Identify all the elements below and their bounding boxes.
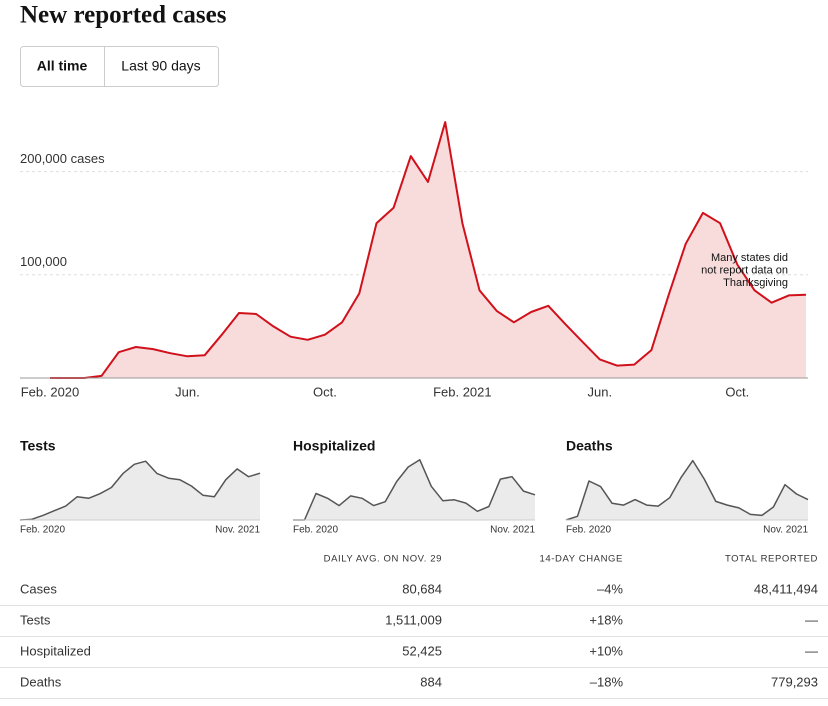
x-tick-label: Feb. 2021 [433,384,492,399]
x-tick-label: Feb. 2020 [20,525,65,536]
row-label: Tests [20,612,51,627]
chart-title: Tests [20,438,56,454]
table-header: 14-DAY CHANGE [540,554,623,565]
chart-title: Deaths [566,438,613,454]
area [293,459,535,520]
x-tick-label: Feb. 2020 [566,525,611,536]
tab-all-time[interactable]: All time [37,58,88,74]
annotation: Many states did [711,252,788,264]
row-label: Deaths [20,674,62,689]
y-tick-label: 200,000 cases [20,151,105,166]
x-tick-label: Jun. [588,384,613,399]
x-tick-label: Nov. 2021 [490,525,535,536]
table-cell: 1,511,009 [385,612,442,627]
x-tick-label: Jun. [175,384,200,399]
x-tick-label: Nov. 2021 [215,525,260,536]
table-cell: 48,411,494 [754,581,818,596]
chart-title: Hospitalized [293,438,375,454]
x-tick-label: Feb. 2020 [21,384,80,399]
area [566,460,808,520]
x-tick-label: Oct. [313,384,337,399]
table-header: DAILY AVG. ON NOV. 29 [324,554,442,565]
area [20,461,260,520]
annotation: Thanksgiving [723,277,788,289]
table-cell: — [805,612,818,627]
row-label: Hospitalized [20,643,91,658]
table-cell: 779,293 [771,674,818,689]
table-cell: –18% [590,674,624,689]
line [19,460,261,521]
area [50,122,806,378]
page-title: New reported cases [20,2,227,29]
x-tick-label: Nov. 2021 [763,525,808,536]
table-cell: 52,425 [402,643,442,658]
table-cell: 884 [420,674,442,689]
table-cell: +10% [589,643,623,658]
line [50,121,807,379]
x-tick-label: Feb. 2020 [293,525,338,536]
x-tick-label: Oct. [725,384,749,399]
y-tick-label: 100,000 [20,254,67,269]
tab-last-90-days[interactable]: Last 90 days [121,58,200,74]
table-cell: — [805,643,818,658]
row-label: Cases [20,581,57,596]
line [293,459,536,521]
annotation: not report data on [701,264,788,276]
line [565,459,809,521]
table-cell: +18% [589,612,623,627]
table-cell: 80,684 [402,581,442,596]
table-cell: –4% [597,581,623,596]
tab-group [20,46,219,87]
table-header: TOTAL REPORTED [725,554,818,565]
